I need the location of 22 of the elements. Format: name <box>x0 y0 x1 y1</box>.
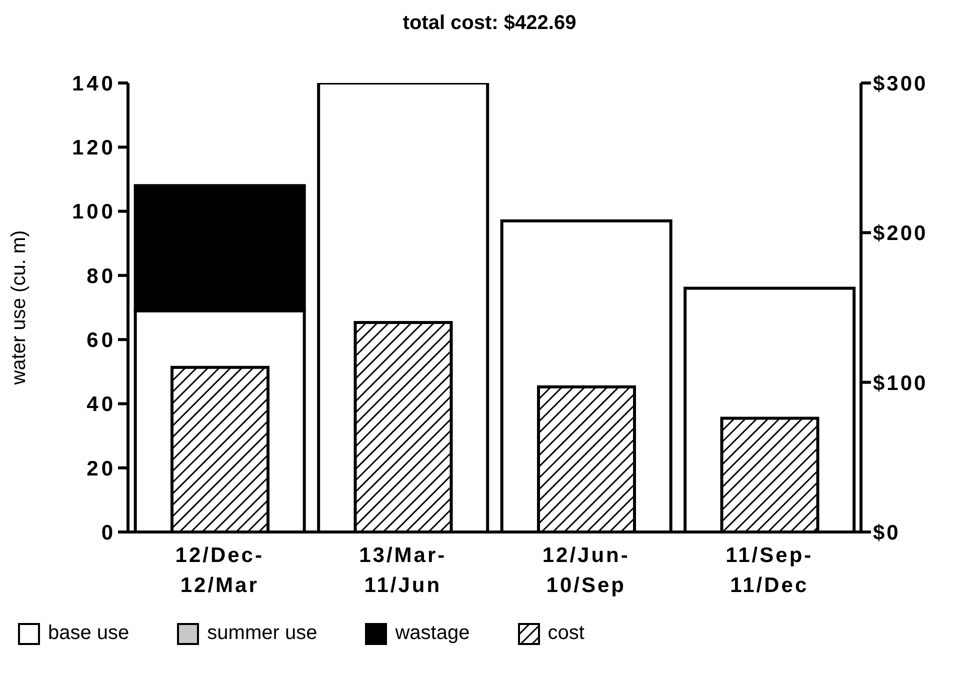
legend-label: summer use <box>207 622 318 645</box>
x-tick-label: 13/Mar- 11/Jun <box>359 544 447 597</box>
y-tick-label: 120 <box>72 136 116 160</box>
y2-tick-label: $100 <box>873 372 928 395</box>
legend-label: cost <box>548 622 584 645</box>
chart-title: total cost: $422.69 <box>402 12 578 35</box>
y2-tick-label: $200 <box>873 222 928 246</box>
x-tick-label: 12/Dec- 12/Mar <box>175 544 264 597</box>
y2-tick-label: $0 <box>873 521 900 544</box>
y2-tick-label: $300 <box>873 72 928 96</box>
y-tick-label: 80 <box>86 264 116 288</box>
x-tick-label: 12/Jun- 10/Sep <box>542 544 630 597</box>
y-tick-label: 40 <box>86 393 116 416</box>
y-tick-label: 60 <box>86 329 116 352</box>
legend-label: base use <box>48 622 130 645</box>
y-tick-label: 140 <box>72 72 116 96</box>
legend-label: wastage <box>395 622 470 645</box>
x-tick-label: 11/Sep- 11/Dec <box>726 544 814 597</box>
y-axis-title: water use (cu. m) <box>8 230 30 386</box>
y-tick-label: 20 <box>86 457 116 480</box>
y-tick-label: 0 <box>101 521 116 544</box>
y-tick-label: 100 <box>72 200 116 224</box>
